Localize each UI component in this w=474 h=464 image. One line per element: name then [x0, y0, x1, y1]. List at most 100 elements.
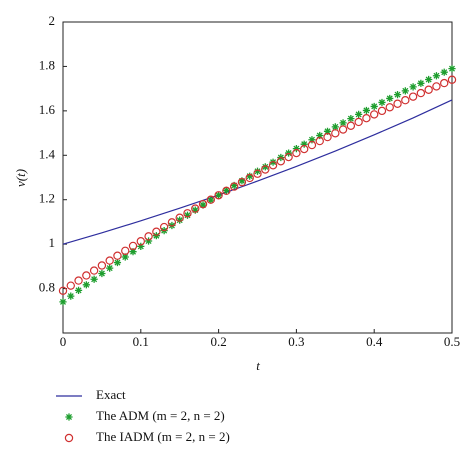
- circle-marker: [198, 199, 208, 209]
- star-marker: [67, 292, 75, 300]
- y-tick-label: 1.8: [39, 57, 55, 72]
- circle-marker: [191, 204, 200, 213]
- circle-marker: [276, 157, 286, 166]
- star-marker: [199, 201, 207, 209]
- circle-marker: [58, 286, 68, 295]
- x-tick-label: 0: [60, 334, 67, 349]
- star-marker: [230, 181, 238, 190]
- circle-marker: [416, 88, 426, 98]
- series-line: [62, 99, 453, 245]
- star-marker: [362, 106, 371, 115]
- circle-marker: [152, 227, 161, 236]
- circle-marker: [377, 106, 387, 116]
- circle-marker: [66, 281, 75, 290]
- star-marker: [440, 68, 448, 76]
- circle-marker: [229, 182, 239, 191]
- circle-marker: [447, 75, 457, 84]
- star-marker: [98, 269, 106, 278]
- x-tick-label: 0.3: [288, 334, 304, 349]
- star-marker: [417, 79, 425, 87]
- star-marker: [331, 123, 339, 131]
- circle-marker: [206, 195, 216, 204]
- circle-marker: [315, 136, 324, 146]
- star-marker: [253, 167, 262, 175]
- star-marker: [74, 286, 83, 294]
- star-marker: [378, 98, 386, 107]
- circle-marker: [74, 276, 83, 285]
- star-marker: [215, 191, 223, 199]
- star-marker: [355, 110, 363, 119]
- circle-marker: [393, 99, 402, 108]
- circle-marker: [113, 251, 122, 260]
- star-marker: [316, 131, 324, 140]
- circle-marker: [167, 218, 177, 227]
- x-tick-label: 0.2: [210, 334, 226, 349]
- circle-marker: [105, 256, 114, 265]
- circle-marker: [136, 237, 145, 246]
- star-marker: [308, 136, 316, 144]
- y-tick-label: 0.8: [39, 280, 55, 295]
- star-marker: [347, 115, 355, 123]
- circle-marker: [183, 209, 192, 218]
- circle-marker: [268, 161, 278, 170]
- star-marker: [300, 140, 308, 148]
- circle-marker: [245, 173, 254, 183]
- star-marker: [191, 206, 199, 214]
- star-marker: [409, 83, 417, 91]
- circle-marker: [424, 85, 433, 94]
- plot-frame: [62, 21, 453, 334]
- star-marker: [144, 237, 153, 245]
- star-marker: [323, 127, 332, 135]
- x-tick-label: 0.4: [366, 334, 383, 349]
- y-tick-label: 1.4: [39, 146, 56, 161]
- x-tick-label: 0.5: [444, 334, 460, 349]
- x-axis-label: t: [256, 358, 260, 373]
- circle-marker: [128, 241, 138, 251]
- star-marker: [121, 253, 129, 261]
- x-tick-label: 0.1: [133, 334, 149, 349]
- circle-marker: [175, 213, 184, 222]
- circle-marker: [362, 113, 371, 123]
- circle-marker: [261, 165, 270, 174]
- circle-marker: [323, 132, 332, 142]
- star-marker: [339, 119, 347, 127]
- star-marker: [370, 102, 378, 111]
- circle-marker: [338, 125, 348, 134]
- star-marker: [65, 413, 73, 421]
- circle-marker: [370, 110, 379, 119]
- circle-marker: [214, 191, 223, 200]
- circle-marker: [64, 433, 74, 443]
- circle-marker: [97, 261, 107, 270]
- circle-marker: [408, 92, 418, 101]
- star-marker: [176, 216, 184, 224]
- star-marker: [386, 94, 394, 103]
- legend-label: Exact: [96, 387, 126, 402]
- star-marker: [393, 91, 402, 99]
- circle-marker: [237, 177, 247, 187]
- legend-label: The IADM (m = 2, n = 2): [96, 429, 230, 444]
- star-marker: [129, 248, 137, 256]
- star-marker: [106, 264, 114, 272]
- star-marker: [246, 172, 254, 180]
- star-marker: [222, 186, 230, 194]
- star-marker: [448, 65, 456, 73]
- star-marker: [207, 196, 215, 204]
- y-tick-label: 1: [49, 235, 56, 250]
- star-marker: [238, 177, 246, 185]
- star-marker: [183, 211, 192, 219]
- star-marker: [59, 298, 67, 306]
- star-marker: [292, 145, 300, 153]
- circle-marker: [144, 232, 153, 241]
- circle-marker: [385, 103, 394, 112]
- star-marker: [137, 242, 145, 250]
- y-tick-label: 1.2: [39, 191, 55, 206]
- circle-marker: [253, 169, 262, 178]
- y-axis-label: v(t): [13, 169, 28, 187]
- circle-marker: [82, 271, 91, 280]
- star-marker: [82, 281, 90, 289]
- y-tick-label: 2: [49, 13, 56, 28]
- circle-marker: [121, 246, 130, 256]
- circle-marker: [292, 148, 301, 158]
- circle-marker: [159, 222, 169, 232]
